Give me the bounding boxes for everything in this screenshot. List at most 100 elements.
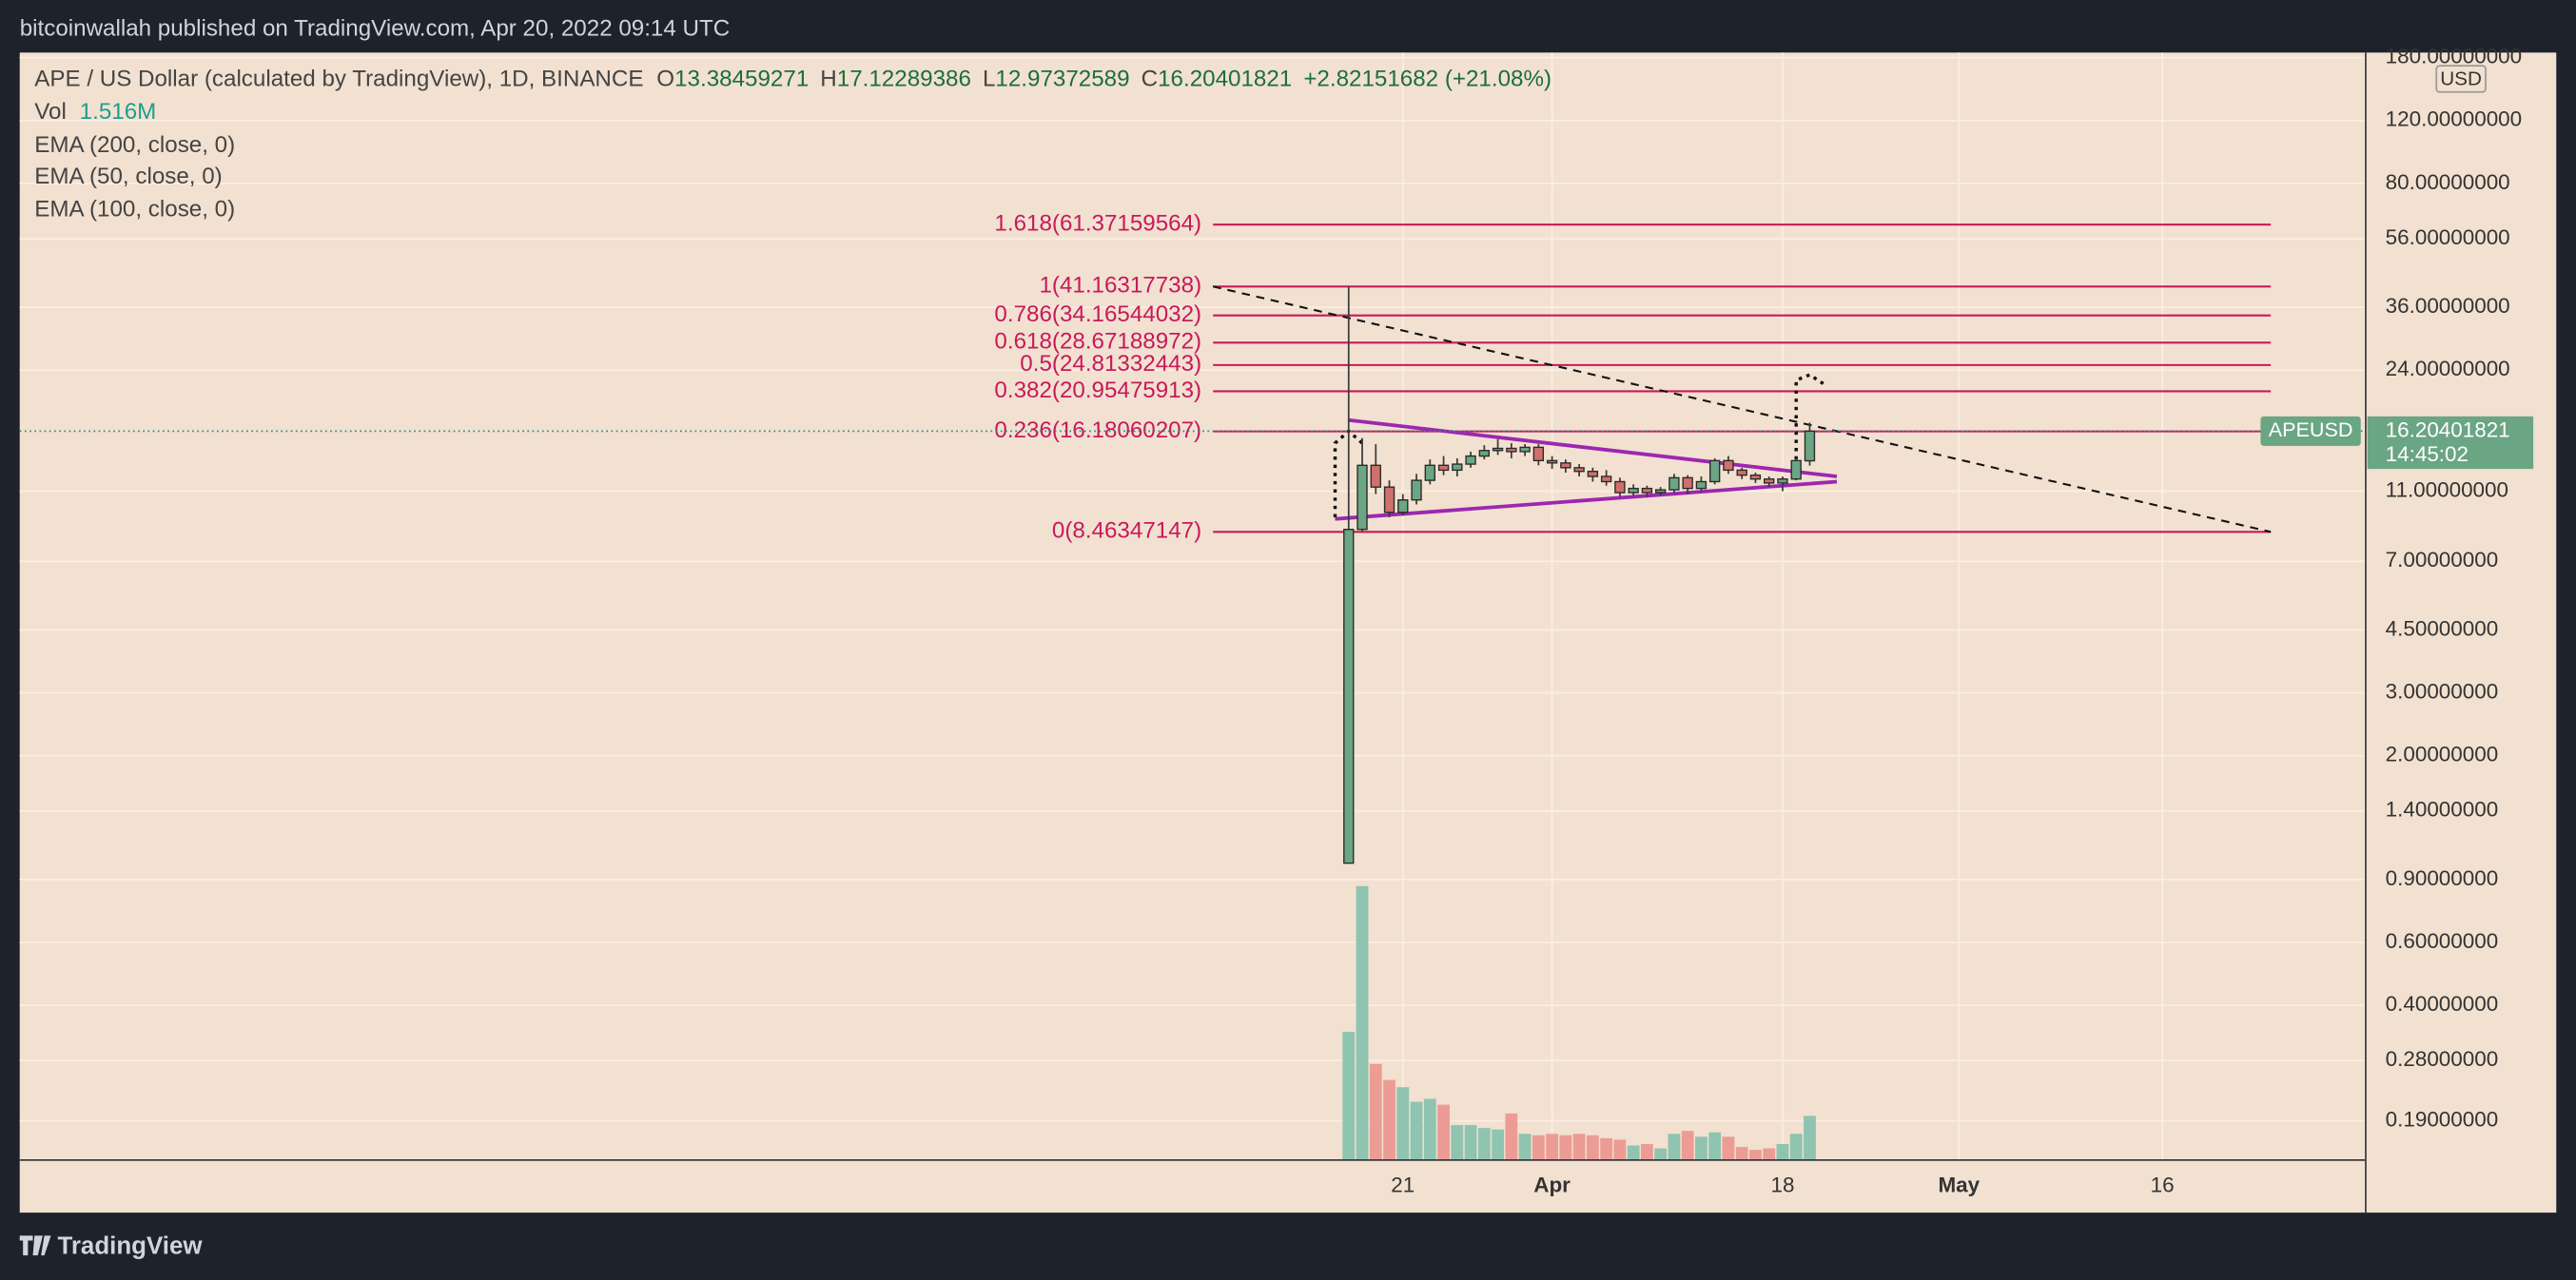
fib-layer: 1.618(61.37159564) 1(41.16317738)0.786(34… (994, 211, 2272, 544)
y-tick-label: 180.00000000 (2386, 45, 2522, 68)
price-tag-value: 16.20401821 (2386, 417, 2510, 441)
volume-bar (1492, 1129, 1504, 1160)
volume-bar (1613, 1139, 1627, 1160)
volume-bar (1423, 1098, 1436, 1160)
volume-bar (1735, 1147, 1748, 1160)
volume-bar (1518, 1134, 1532, 1160)
y-tick-label: 3.00000000 (2386, 679, 2499, 703)
legend-low: 12.97372589 (995, 67, 1129, 92)
volume-bar (1681, 1131, 1694, 1160)
legend-high: 17.12289386 (837, 67, 971, 92)
volume-bar (1627, 1145, 1640, 1160)
candle-body (1641, 487, 1653, 494)
volume-bar (1437, 1104, 1450, 1160)
candle-body (1654, 489, 1667, 494)
volume-bar (1763, 1148, 1776, 1160)
candle-body (1628, 487, 1639, 494)
currency-label: USD (2440, 68, 2482, 89)
volume-bar (1383, 1079, 1395, 1160)
y-tick-label: 120.00000000 (2386, 107, 2522, 131)
trend-layer (19, 285, 2366, 533)
candle-body (1437, 464, 1450, 472)
candle-body (1695, 480, 1708, 490)
volume-bar (1572, 1134, 1586, 1160)
symbol-label: APEUSD (2269, 417, 2353, 441)
volume-bar (1505, 1113, 1518, 1160)
volume-bar (1695, 1136, 1708, 1160)
volume-last: 1.516M (80, 100, 157, 126)
trendline (1212, 285, 2272, 533)
candle-body (1587, 471, 1599, 477)
y-tick-label: 36.00000000 (2386, 294, 2510, 318)
candle-body (1343, 529, 1355, 864)
legend-h: H (820, 67, 836, 92)
trendline (1335, 479, 1838, 521)
candle-body (1560, 462, 1571, 469)
volume-bar (1532, 1135, 1545, 1160)
candle-body (1790, 459, 1802, 480)
grid (19, 52, 2366, 1160)
candle-body (1723, 459, 1734, 472)
volume-bar (1477, 1128, 1491, 1160)
x-tick-label: 21 (1391, 1173, 1415, 1196)
volume-layer (1342, 885, 1816, 1160)
fib-label: 0.382(20.95475913) (994, 378, 1201, 403)
x-tick-label: Apr (1533, 1173, 1571, 1196)
x-tick-label: May (1938, 1173, 1980, 1196)
legend-main: APE / US Dollar (calculated by TradingVi… (34, 67, 1551, 92)
candle-body (1546, 459, 1558, 464)
candle-body (1532, 446, 1545, 462)
price-tag-countdown: 14:45:02 (2386, 442, 2469, 466)
volume-bar (1749, 1150, 1762, 1160)
volume-bar (1559, 1135, 1572, 1160)
candle-body (1749, 474, 1762, 480)
candle-body (1519, 446, 1531, 453)
legend-title: APE / US Dollar (calculated by TradingVi… (34, 67, 643, 92)
candle-layer (1343, 286, 1816, 864)
indicator-label: EMA (100, close, 0) (34, 197, 235, 223)
candle-body (1600, 475, 1612, 483)
indicator-label: EMA (50, close, 0) (34, 164, 222, 189)
legend-l: L (983, 67, 995, 92)
plot-background (19, 52, 2557, 1213)
y-tick-label: 11.00000000 (2386, 477, 2508, 501)
candle-body (1397, 499, 1409, 514)
legend-open: 13.38459271 (674, 67, 809, 92)
legend-close: 16.20401821 (1158, 67, 1292, 92)
candle-body (1465, 455, 1476, 465)
candle-body (1736, 469, 1747, 476)
volume-bar (1804, 1115, 1816, 1160)
legend-change: +2.82151682 (+21.08%) (1303, 67, 1551, 92)
volume-bar (1722, 1136, 1735, 1160)
y-tick-label: 4.50000000 (2386, 616, 2499, 640)
fib-label: 1.618(61.37159564) (994, 211, 1201, 237)
fib-label: 0.236(16.18060207) (994, 417, 1201, 443)
candle-body (1452, 463, 1463, 472)
volume-bar (1464, 1125, 1477, 1160)
volume-bar (1600, 1137, 1613, 1160)
candle-body (1682, 476, 1693, 490)
volume-bar (1369, 1063, 1382, 1160)
legend-volume: Vol 1.516M (34, 100, 156, 126)
fib-label: 0.786(34.16544032) (994, 301, 1201, 327)
y-tick-label: 0.40000000 (2386, 992, 2499, 1016)
currency-box[interactable] (2435, 65, 2487, 93)
candle-body (1383, 486, 1395, 514)
price-tag (2367, 416, 2534, 470)
candle-body (1669, 476, 1680, 491)
candle-body (1506, 447, 1517, 453)
volume-name: Vol (34, 100, 67, 126)
candle-body (1777, 478, 1788, 484)
volume-bar (1654, 1148, 1668, 1160)
volume-bar (1708, 1132, 1722, 1160)
candle-body (1804, 430, 1816, 462)
y-tick-label: 80.00000000 (2386, 170, 2510, 194)
volume-bar (1546, 1134, 1559, 1160)
volume-bar (1451, 1125, 1464, 1160)
indicator-label: EMA (200, close, 0) (34, 132, 235, 158)
volume-bar (1342, 1032, 1356, 1160)
y-tick-label: 0.90000000 (2386, 866, 2499, 890)
